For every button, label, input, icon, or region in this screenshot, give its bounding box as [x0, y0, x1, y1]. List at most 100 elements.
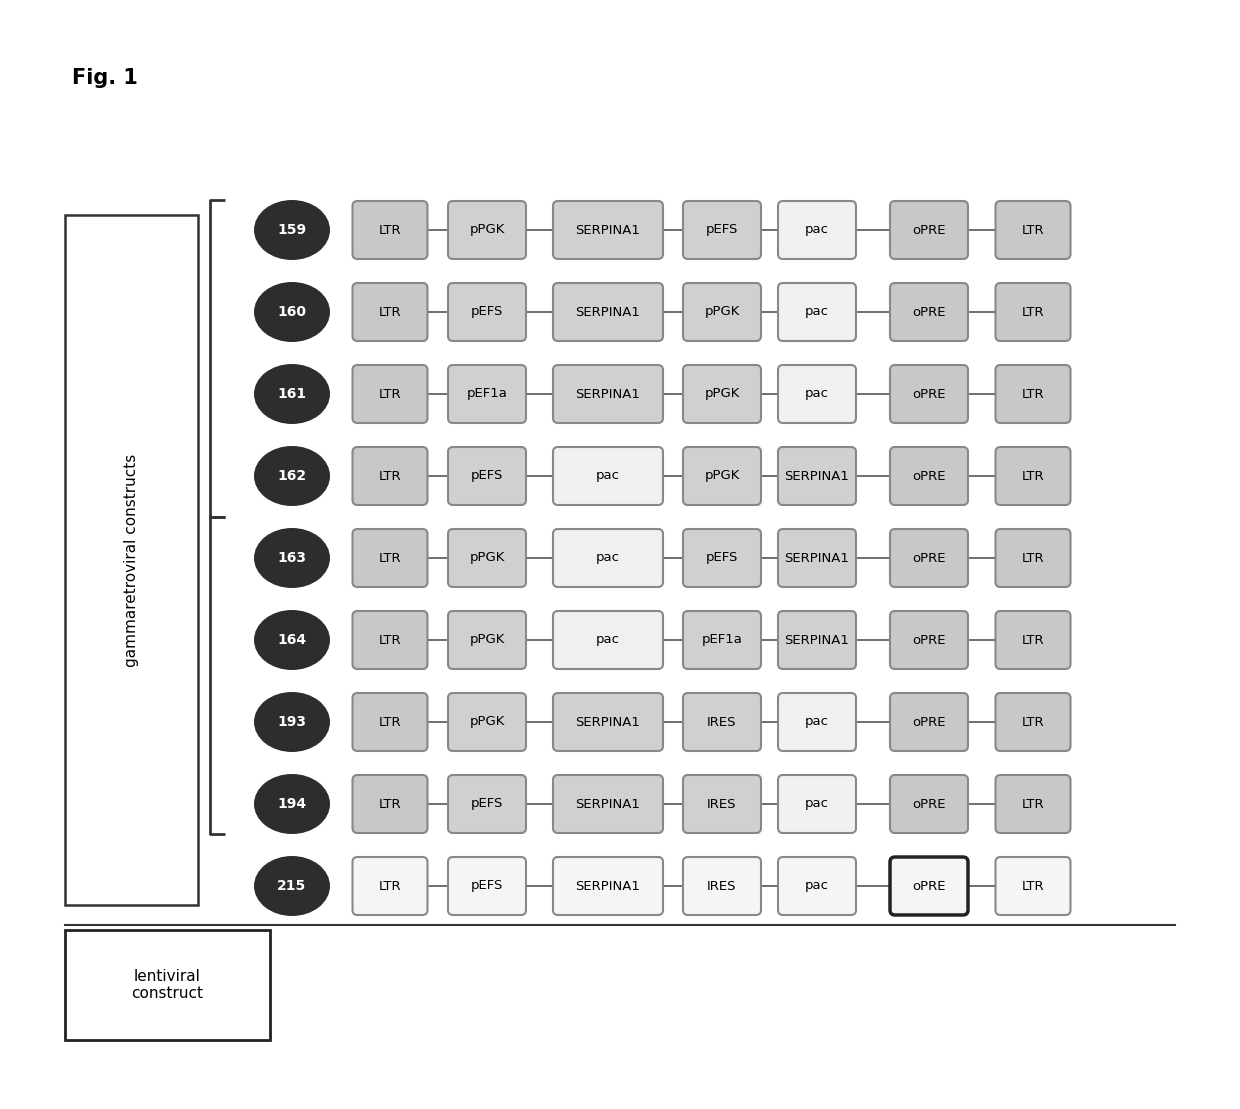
- Text: SERPINA1: SERPINA1: [575, 797, 640, 811]
- FancyBboxPatch shape: [890, 611, 968, 669]
- Text: pac: pac: [805, 305, 830, 318]
- Text: IRES: IRES: [707, 797, 737, 811]
- Ellipse shape: [254, 446, 330, 506]
- Text: LTR: LTR: [378, 633, 402, 647]
- FancyBboxPatch shape: [777, 693, 856, 751]
- FancyBboxPatch shape: [890, 447, 968, 505]
- Text: IRES: IRES: [707, 715, 737, 729]
- FancyBboxPatch shape: [352, 201, 428, 260]
- Ellipse shape: [254, 610, 330, 670]
- Text: LTR: LTR: [378, 469, 402, 482]
- Text: pPGK: pPGK: [469, 715, 505, 729]
- Text: SERPINA1: SERPINA1: [785, 551, 849, 564]
- Text: oPRE: oPRE: [913, 305, 946, 318]
- Text: pEF1a: pEF1a: [702, 633, 743, 647]
- Text: LTR: LTR: [1022, 879, 1044, 893]
- Ellipse shape: [254, 364, 330, 424]
- Text: oPRE: oPRE: [913, 879, 946, 893]
- Text: oPRE: oPRE: [913, 551, 946, 564]
- Text: oPRE: oPRE: [913, 715, 946, 729]
- FancyBboxPatch shape: [996, 775, 1070, 833]
- Text: pPGK: pPGK: [704, 387, 740, 400]
- Text: pac: pac: [596, 551, 620, 564]
- Text: pEF1a: pEF1a: [466, 387, 507, 400]
- Text: 161: 161: [278, 387, 306, 401]
- Ellipse shape: [254, 692, 330, 752]
- Text: pac: pac: [805, 879, 830, 893]
- Text: oPRE: oPRE: [913, 224, 946, 236]
- Text: LTR: LTR: [378, 797, 402, 811]
- Text: SERPINA1: SERPINA1: [575, 879, 640, 893]
- FancyBboxPatch shape: [352, 857, 428, 915]
- FancyBboxPatch shape: [996, 283, 1070, 340]
- Text: pEFS: pEFS: [706, 551, 738, 564]
- Text: 160: 160: [278, 305, 306, 319]
- FancyBboxPatch shape: [777, 447, 856, 505]
- Text: pac: pac: [596, 469, 620, 482]
- FancyBboxPatch shape: [683, 447, 761, 505]
- Text: pEFS: pEFS: [471, 797, 503, 811]
- Text: LTR: LTR: [1022, 715, 1044, 729]
- FancyBboxPatch shape: [553, 693, 663, 751]
- Text: 215: 215: [278, 879, 306, 893]
- FancyBboxPatch shape: [352, 611, 428, 669]
- FancyBboxPatch shape: [553, 857, 663, 915]
- FancyBboxPatch shape: [553, 447, 663, 505]
- FancyBboxPatch shape: [683, 693, 761, 751]
- Text: pEFS: pEFS: [471, 469, 503, 482]
- FancyBboxPatch shape: [777, 283, 856, 340]
- Text: pac: pac: [805, 387, 830, 400]
- Text: 163: 163: [278, 551, 306, 564]
- Text: pPGK: pPGK: [704, 469, 740, 482]
- FancyBboxPatch shape: [890, 775, 968, 833]
- FancyBboxPatch shape: [352, 447, 428, 505]
- FancyBboxPatch shape: [683, 775, 761, 833]
- FancyBboxPatch shape: [448, 365, 526, 423]
- FancyBboxPatch shape: [448, 775, 526, 833]
- FancyBboxPatch shape: [890, 201, 968, 260]
- Text: IRES: IRES: [707, 879, 737, 893]
- FancyBboxPatch shape: [352, 283, 428, 340]
- Text: pac: pac: [596, 633, 620, 647]
- Text: oPRE: oPRE: [913, 387, 946, 400]
- FancyBboxPatch shape: [683, 611, 761, 669]
- FancyBboxPatch shape: [352, 693, 428, 751]
- Text: LTR: LTR: [1022, 224, 1044, 236]
- FancyBboxPatch shape: [683, 283, 761, 340]
- FancyBboxPatch shape: [890, 283, 968, 340]
- FancyBboxPatch shape: [777, 201, 856, 260]
- FancyBboxPatch shape: [448, 529, 526, 587]
- Text: LTR: LTR: [378, 387, 402, 400]
- Text: LTR: LTR: [378, 305, 402, 318]
- Text: pPGK: pPGK: [469, 224, 505, 236]
- FancyBboxPatch shape: [996, 693, 1070, 751]
- Text: pPGK: pPGK: [469, 633, 505, 647]
- FancyBboxPatch shape: [64, 215, 198, 905]
- FancyBboxPatch shape: [890, 365, 968, 423]
- Ellipse shape: [254, 774, 330, 834]
- Text: LTR: LTR: [1022, 305, 1044, 318]
- Text: oPRE: oPRE: [913, 469, 946, 482]
- FancyBboxPatch shape: [64, 930, 270, 1040]
- Ellipse shape: [254, 282, 330, 342]
- Text: gammaretroviral constructs: gammaretroviral constructs: [124, 454, 139, 667]
- FancyBboxPatch shape: [777, 365, 856, 423]
- Ellipse shape: [254, 856, 330, 916]
- Text: LTR: LTR: [1022, 469, 1044, 482]
- Text: 194: 194: [278, 797, 306, 811]
- FancyBboxPatch shape: [777, 611, 856, 669]
- Text: SERPINA1: SERPINA1: [785, 633, 849, 647]
- Ellipse shape: [254, 200, 330, 260]
- FancyBboxPatch shape: [683, 201, 761, 260]
- Text: pac: pac: [805, 224, 830, 236]
- Text: SERPINA1: SERPINA1: [575, 715, 640, 729]
- FancyBboxPatch shape: [890, 857, 968, 915]
- Text: 193: 193: [278, 715, 306, 729]
- Text: pac: pac: [805, 797, 830, 811]
- Text: 164: 164: [278, 633, 306, 647]
- FancyBboxPatch shape: [553, 529, 663, 587]
- FancyBboxPatch shape: [996, 447, 1070, 505]
- FancyBboxPatch shape: [683, 857, 761, 915]
- Text: pEFS: pEFS: [706, 224, 738, 236]
- FancyBboxPatch shape: [683, 529, 761, 587]
